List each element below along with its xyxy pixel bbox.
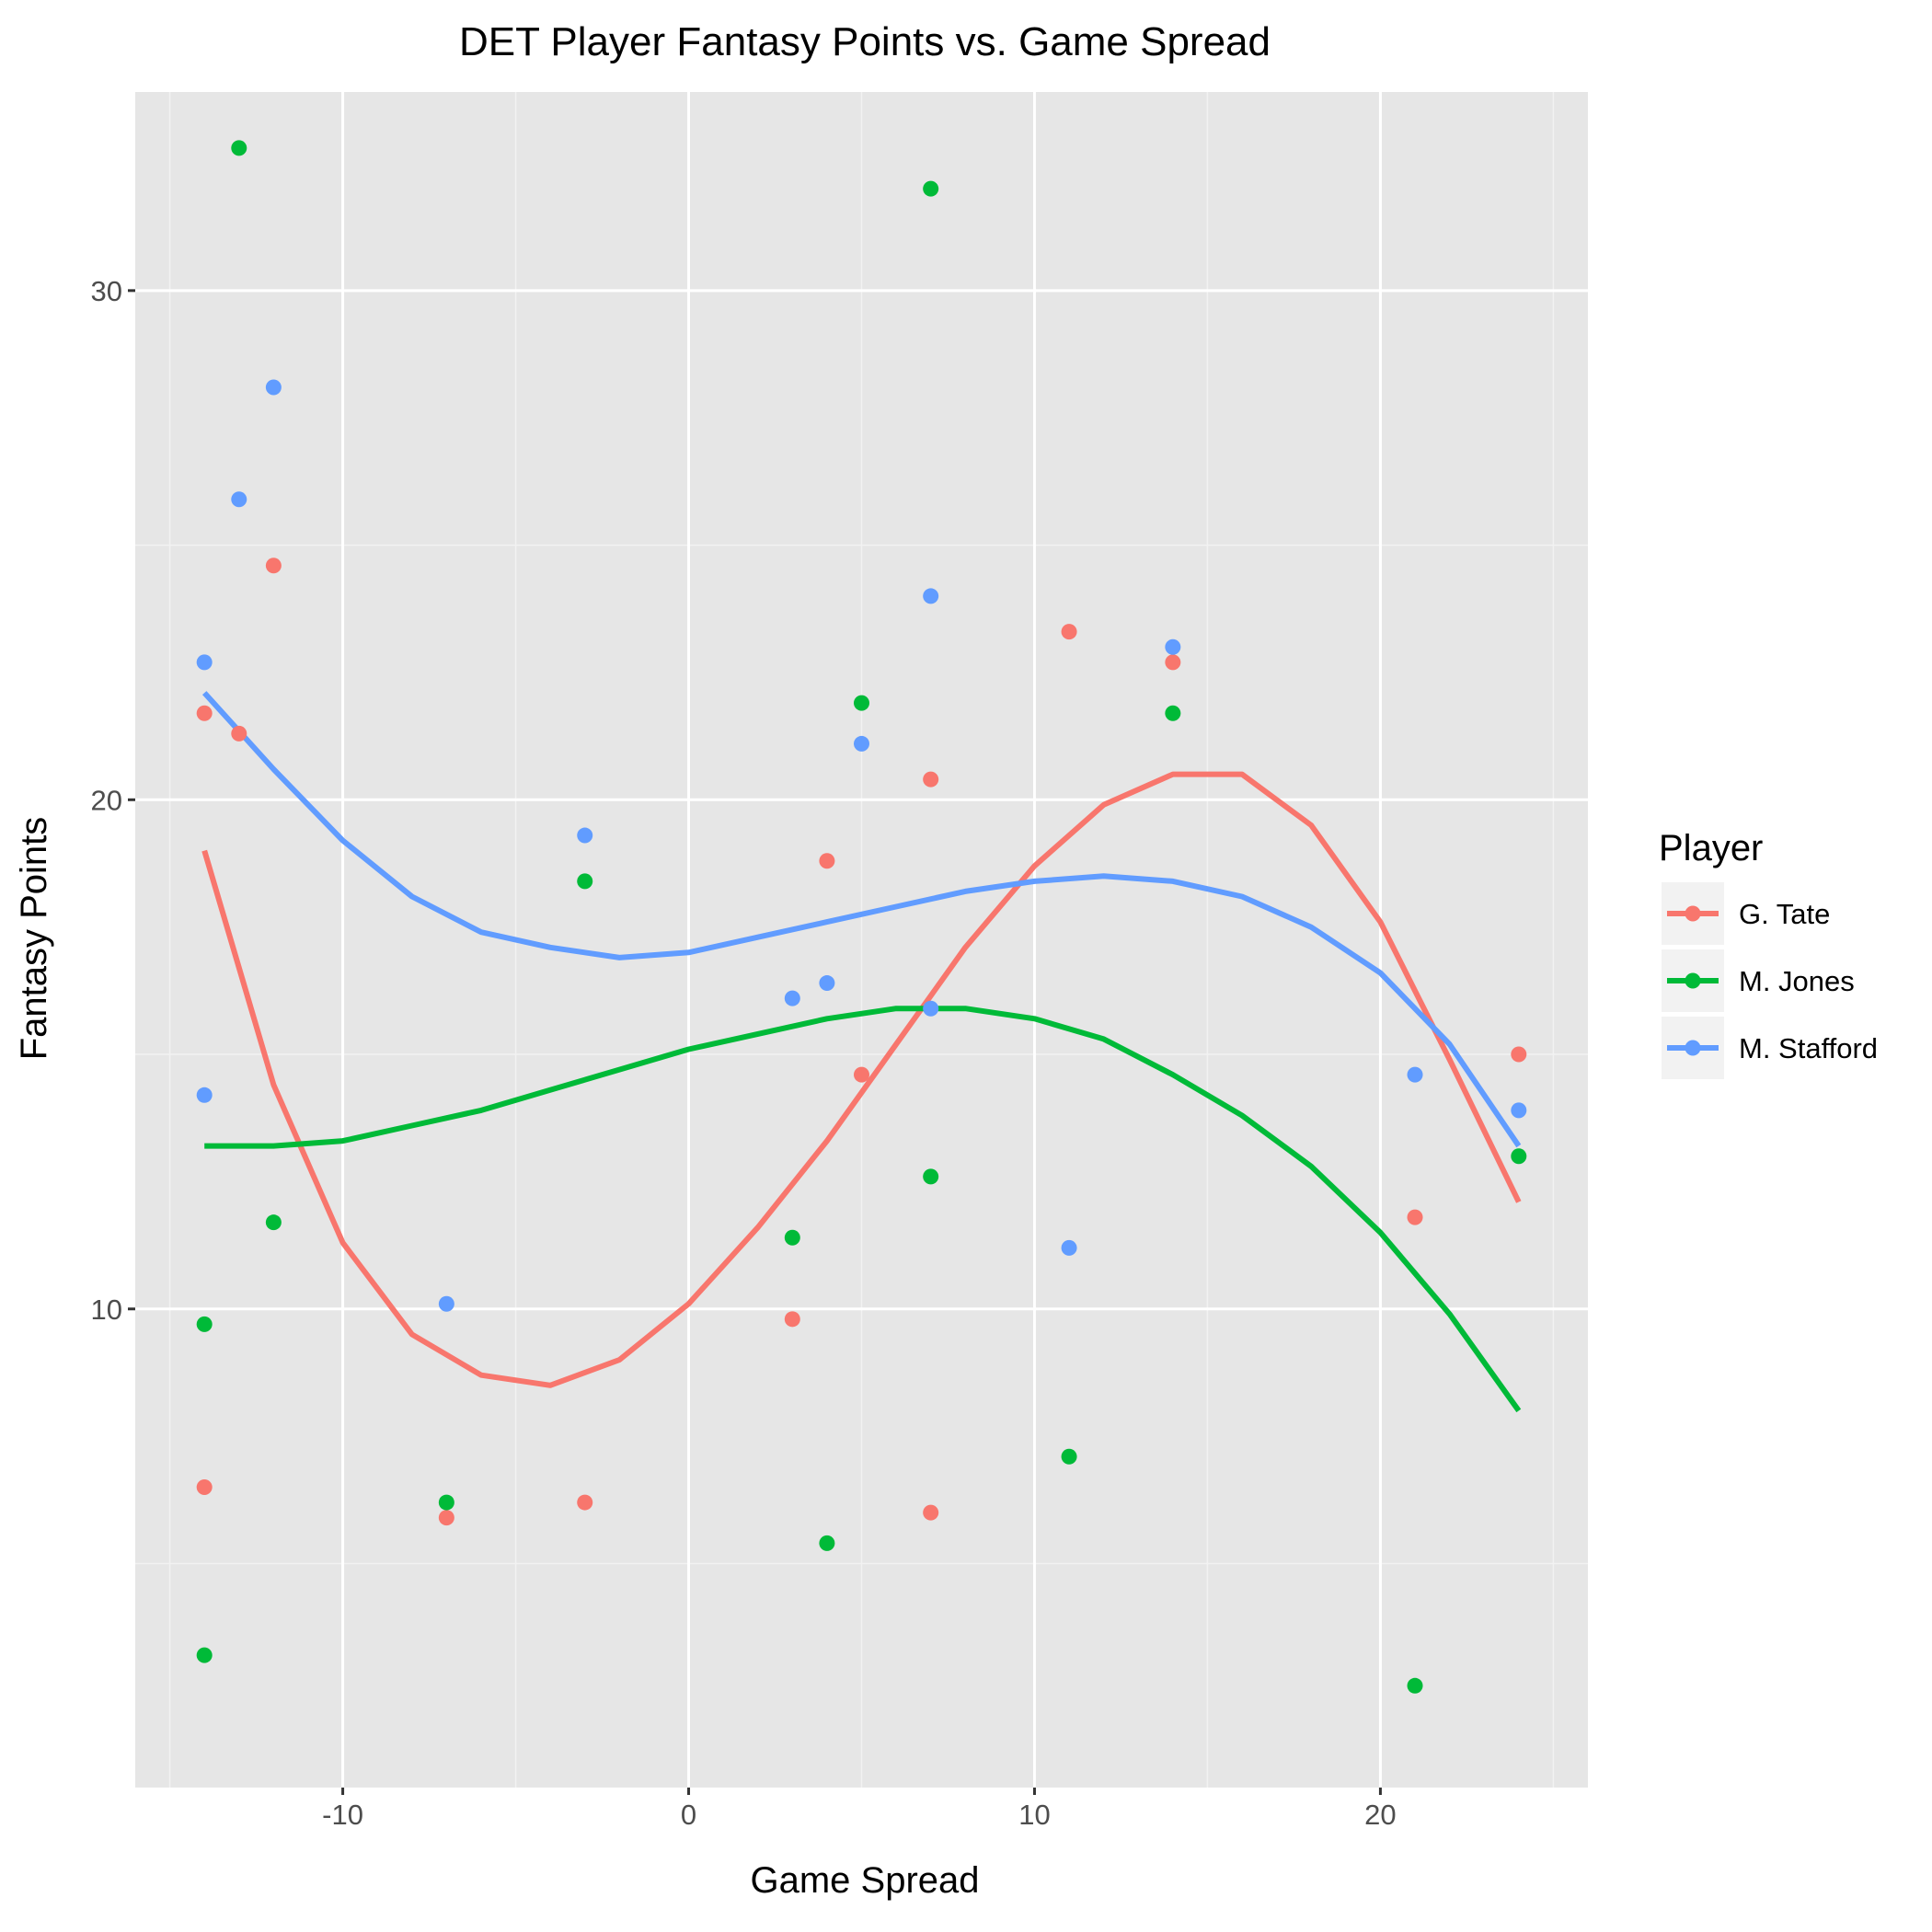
trend-line [201, 771, 1522, 1388]
data-point [923, 1168, 939, 1185]
trend-lines [201, 691, 1522, 1413]
x-axis-title: Game Spread [750, 1860, 979, 1901]
data-point [923, 588, 939, 604]
data-point [923, 180, 939, 197]
x-tick-label: -10 [322, 1799, 363, 1831]
data-point [784, 990, 800, 1006]
data-point [265, 558, 282, 574]
legend-key-point [1685, 905, 1701, 922]
data-point [196, 1316, 213, 1332]
y-tick-label: 30 [91, 275, 122, 307]
y-tick-label: 10 [91, 1294, 122, 1326]
y-axis-title: Fantasy Points [14, 817, 54, 1061]
data-point [196, 654, 213, 671]
data-point [265, 379, 282, 396]
legend-key-point [1685, 972, 1701, 989]
data-point [1165, 638, 1181, 655]
data-point [1511, 1102, 1527, 1119]
legend: Player G. Tate M. Jones M. Stafford [1659, 828, 1878, 1079]
data-point [854, 735, 869, 752]
data-point [1511, 1148, 1527, 1165]
data-point [784, 1311, 800, 1328]
y-tick-label: 20 [91, 784, 122, 816]
data-point [923, 1000, 939, 1017]
grid [135, 92, 1588, 1788]
data-point [1407, 1209, 1423, 1225]
trend-line [201, 691, 1522, 1148]
data-point [196, 1647, 213, 1663]
data-point [231, 491, 247, 508]
data-point [231, 140, 247, 156]
data-point [438, 1494, 454, 1511]
data-point [854, 695, 869, 711]
data-point [577, 1494, 593, 1511]
data-point [854, 1066, 869, 1083]
data-point [265, 1214, 282, 1231]
data-point [819, 853, 835, 869]
data-point [1165, 654, 1181, 671]
data-point [1511, 1046, 1527, 1063]
legend-key-point [1685, 1040, 1701, 1056]
data-point [1061, 1448, 1077, 1465]
data-points [196, 140, 1527, 1694]
data-point [1165, 705, 1181, 721]
data-point [577, 827, 593, 844]
data-point [1407, 1066, 1423, 1083]
data-point [438, 1295, 454, 1312]
data-point [819, 975, 835, 992]
data-point [1061, 624, 1077, 640]
legend-label: M. Stafford [1739, 1032, 1878, 1064]
x-tick-label: 0 [681, 1799, 696, 1831]
data-point [196, 705, 213, 721]
data-point [784, 1229, 800, 1246]
data-point [577, 873, 593, 890]
data-point [438, 1510, 454, 1526]
x-axis: -10 0 10 20 [322, 1788, 1397, 1831]
y-axis: 10 20 30 [91, 275, 135, 1326]
data-point [1407, 1677, 1423, 1694]
data-point [923, 1504, 939, 1521]
data-point [1061, 1239, 1077, 1256]
legend-title: Player [1659, 828, 1763, 868]
data-point [196, 1087, 213, 1103]
data-point [196, 1478, 213, 1495]
legend-label: M. Jones [1739, 965, 1855, 997]
data-point [231, 725, 247, 742]
x-tick-label: 10 [1018, 1799, 1050, 1831]
x-tick-label: 20 [1364, 1799, 1396, 1831]
data-point [819, 1535, 835, 1551]
trend-line [204, 1006, 1522, 1413]
data-point [923, 771, 939, 788]
chart-title: DET Player Fantasy Points vs. Game Sprea… [459, 19, 1271, 64]
legend-label: G. Tate [1739, 898, 1830, 930]
